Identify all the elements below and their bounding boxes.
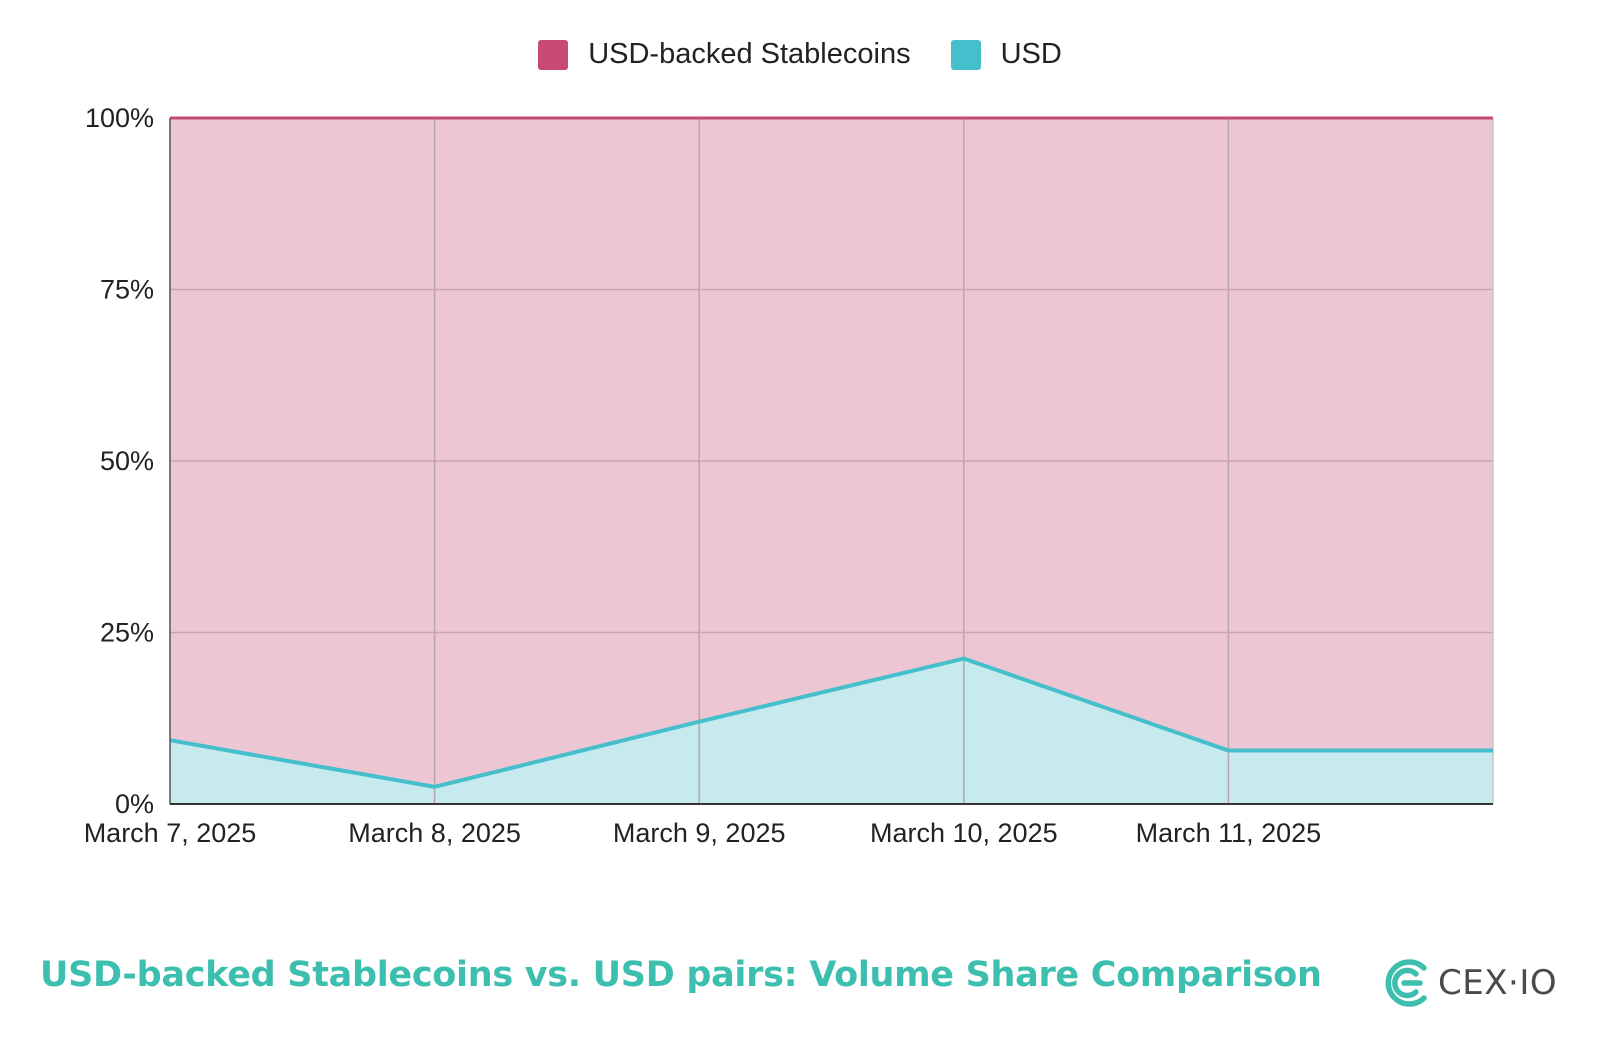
x-tick-label: March 11, 2025 (1136, 818, 1322, 848)
y-tick-label: 0% (115, 789, 154, 819)
legend-label-usd: USD (1000, 38, 1062, 70)
y-tick-label: 50% (100, 446, 154, 476)
y-tick-label: 25% (100, 618, 154, 648)
x-tick-label: March 8, 2025 (348, 818, 521, 848)
y-tick-label: 75% (100, 275, 154, 305)
x-axis-ticks: March 7, 2025 March 8, 2025 March 9, 2025 M… (84, 818, 1322, 848)
x-tick-label: March 7, 2025 (84, 818, 257, 848)
y-tick-label: 100% (85, 103, 154, 133)
chart-title: USD-backed Stablecoins vs. USD pairs: Vo… (40, 955, 1322, 995)
legend-item-usd: USD (950, 38, 1062, 71)
legend-swatch-usd (950, 39, 981, 70)
legend-label-stablecoins: USD-backed Stablecoins (588, 38, 911, 70)
series-areas (170, 118, 1493, 804)
gridline-layer (169, 116, 1494, 805)
x-tick-label: March 10, 2025 (870, 818, 1058, 848)
cex-io-logo: CEX·IO (1380, 958, 1557, 1008)
area-usd (170, 658, 1493, 804)
legend: USD-backed Stablecoins USD (0, 38, 1600, 71)
area-stablecoins (170, 118, 1493, 787)
x-tick-label: March 9, 2025 (613, 818, 786, 848)
y-axis-ticks: 0% 25% 50% 75% 100% (85, 103, 154, 819)
cex-logo-icon (1385, 959, 1427, 1007)
logo-text: CEX·IO (1438, 963, 1558, 1003)
legend-item-stablecoins: USD-backed Stablecoins (538, 38, 911, 71)
line-usd (169, 656, 1493, 789)
legend-swatch-stablecoins (538, 39, 569, 70)
